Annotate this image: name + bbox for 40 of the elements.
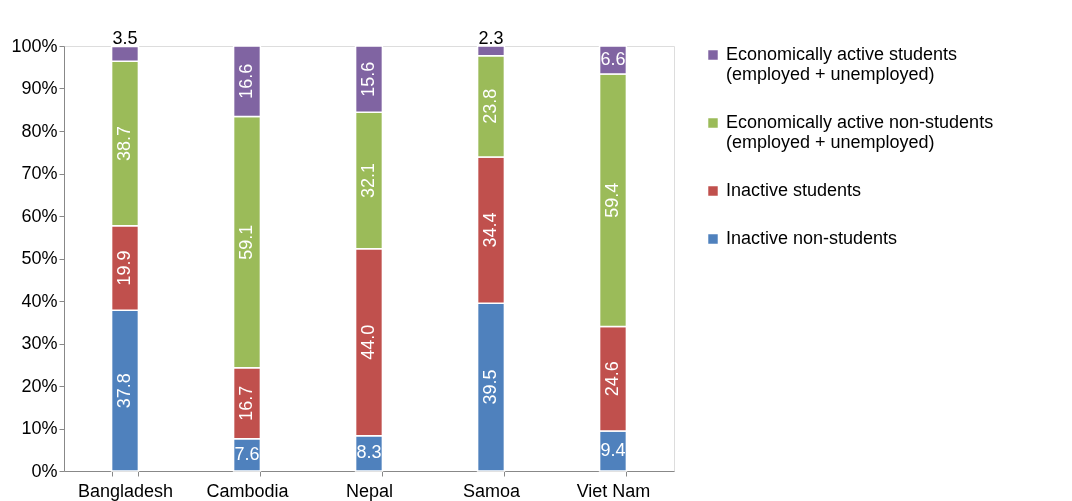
- data-label: 32.1: [358, 162, 378, 199]
- data-label: 59.4: [602, 182, 622, 218]
- data-label: 24.6: [602, 361, 622, 397]
- legend-label: Economically active non-students (employed + unemployed): [726, 112, 994, 152]
- y-tick-label: 50%: [21, 248, 58, 268]
- data-label: 44.0: [358, 324, 378, 360]
- x-tick-label: Viet Nam: [576, 480, 651, 501]
- data-label: 16.6: [236, 63, 256, 99]
- x-tick-label: Bangladesh: [77, 480, 174, 501]
- y-tick-label: 70%: [21, 163, 58, 183]
- legend-label: Economically active students (employed + unemployed): [726, 44, 958, 84]
- data-label: 38.7: [114, 126, 134, 162]
- data-label: 59.1: [236, 224, 256, 260]
- data-label: 23.8: [480, 88, 500, 124]
- y-tick-label: 0%: [31, 460, 58, 481]
- y-tick-label: 40%: [21, 290, 58, 311]
- data-label: 6.6: [600, 49, 626, 70]
- y-tick-label: 80%: [21, 120, 58, 141]
- data-label: 39.5: [480, 369, 500, 405]
- data-label: 19.9: [114, 250, 134, 286]
- legend-label: Inactive students: [726, 180, 862, 200]
- y-tick-label: 90%: [21, 78, 58, 98]
- y-tick-label: 10%: [21, 418, 58, 438]
- data-label: 7.6: [234, 443, 260, 464]
- legend-label: Inactive non-students: [726, 228, 898, 248]
- data-label: 34.4: [480, 212, 500, 248]
- data-label: 2.3: [478, 28, 504, 48]
- x-tick-label: Samoa: [462, 480, 521, 501]
- data-label: 37.8: [114, 373, 134, 409]
- y-tick-label: 20%: [21, 375, 58, 396]
- data-label: 3.5: [112, 28, 138, 49]
- data-label: 15.6: [358, 61, 378, 97]
- data-label: 16.7: [236, 385, 256, 421]
- y-tick-label: 30%: [21, 333, 58, 353]
- x-tick-label: Cambodia: [206, 480, 290, 501]
- y-tick-label: 100%: [11, 35, 58, 56]
- x-tick-label: Nepal: [345, 480, 394, 501]
- data-label: 9.4: [600, 440, 626, 461]
- y-tick-label: 60%: [21, 205, 58, 226]
- data-label: 8.3: [356, 442, 382, 463]
